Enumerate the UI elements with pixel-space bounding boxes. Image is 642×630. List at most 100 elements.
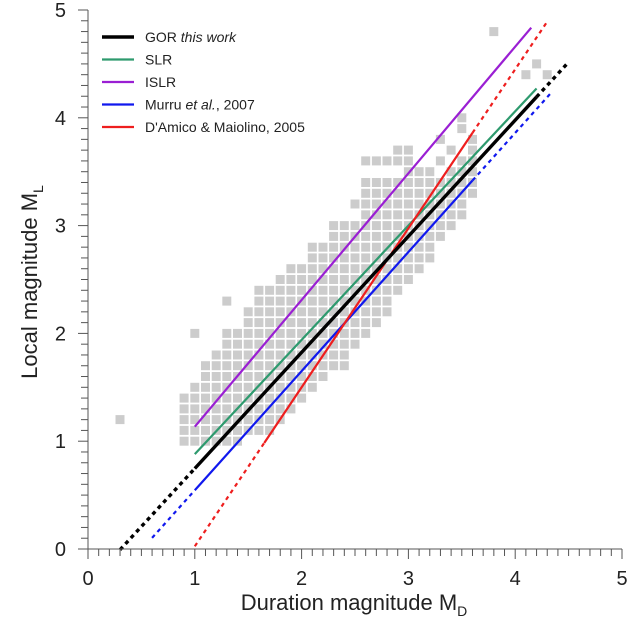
scatter-point xyxy=(307,339,317,349)
scatter-point xyxy=(275,285,285,295)
scatter-point xyxy=(542,70,552,80)
scatter-point xyxy=(275,275,285,284)
legend-label-part: Murru xyxy=(145,97,185,113)
scatter-point xyxy=(265,307,275,317)
x-axis-title: Duration magnitude MD xyxy=(241,590,468,619)
y-tick-label: 4 xyxy=(55,108,66,130)
scatter-point xyxy=(457,199,467,209)
scatter-point xyxy=(318,296,328,306)
scatter-point xyxy=(457,178,467,187)
x-axis-title-main: Duration magnitude M xyxy=(241,590,457,615)
scatter-point xyxy=(350,285,360,295)
scatter-point xyxy=(190,404,200,414)
scatter-point xyxy=(446,167,456,177)
scatter-point xyxy=(425,231,435,241)
scatter-point xyxy=(435,188,445,198)
scatter-point xyxy=(371,221,381,231)
scatter-point xyxy=(329,253,339,263)
scatter-point xyxy=(403,156,413,166)
scatter-point xyxy=(425,167,435,177)
scatter-point xyxy=(318,275,328,284)
scatter-point xyxy=(222,436,232,446)
scatter-point xyxy=(393,156,403,166)
scatter-point xyxy=(393,275,403,284)
scatter-point xyxy=(339,231,349,241)
scatter-point xyxy=(243,350,253,360)
scatter-point xyxy=(435,156,445,166)
scatter-point xyxy=(468,178,477,187)
scatter-point xyxy=(275,382,285,392)
scatter-point xyxy=(393,145,403,155)
scatter-point xyxy=(222,339,232,349)
x-tick-label: 1 xyxy=(189,568,200,590)
scatter-point xyxy=(414,264,424,274)
scatter-point xyxy=(329,318,339,328)
scatter-point xyxy=(233,339,242,349)
scatter-point xyxy=(265,404,275,414)
scatter-point xyxy=(350,199,360,209)
scatter-point xyxy=(286,393,296,403)
scatter-point xyxy=(190,425,200,435)
scatter-point xyxy=(286,372,296,381)
scatter-point xyxy=(339,264,349,274)
scatter-point xyxy=(307,382,317,392)
scatter-point xyxy=(115,415,125,425)
scatter-point xyxy=(329,350,339,360)
scatter-point xyxy=(414,167,424,177)
scatter-point xyxy=(318,253,328,263)
legend-label-italic: this work xyxy=(181,29,237,45)
scatter-point xyxy=(211,415,221,425)
scatter-point xyxy=(361,264,371,274)
scatter-point xyxy=(275,318,285,328)
scatter-point xyxy=(286,350,296,360)
scatter-point xyxy=(382,178,392,187)
scatter-point xyxy=(468,167,477,177)
scatter-point xyxy=(233,382,242,392)
scatter-point xyxy=(339,242,349,252)
scatter-point xyxy=(371,231,381,241)
scatter-point xyxy=(425,188,435,198)
scatter-point xyxy=(403,178,413,187)
scatter-point xyxy=(425,221,435,231)
series-extrapolation-murru xyxy=(151,489,196,539)
scatter-point xyxy=(371,242,381,252)
scatter-point xyxy=(254,372,264,381)
scatter-point xyxy=(222,425,232,435)
scatter-point xyxy=(201,361,210,371)
y-tick-label: 3 xyxy=(55,216,66,238)
scatter-point xyxy=(371,253,381,263)
scatter-point xyxy=(339,296,349,306)
scatter-point xyxy=(179,393,189,403)
scatter-point xyxy=(211,372,221,381)
scatter-point xyxy=(403,188,413,198)
scatter-point xyxy=(393,178,403,187)
scatter-point xyxy=(211,382,221,392)
scatter-point xyxy=(307,361,317,371)
scatter-point xyxy=(275,328,285,338)
scatter-point xyxy=(361,231,371,241)
scatter-point xyxy=(265,339,275,349)
scatter-point xyxy=(190,382,200,392)
scatter-point xyxy=(265,372,275,381)
scatter-point xyxy=(393,221,403,231)
legend-label-part: D'Amico & Maiolino, 2005 xyxy=(145,119,305,135)
scatter-point xyxy=(382,210,392,220)
scatter-point xyxy=(382,264,392,274)
scatter-point xyxy=(286,285,296,295)
scatter-point xyxy=(243,318,253,328)
scatter-point xyxy=(403,210,413,220)
scatter-point xyxy=(179,415,189,425)
scatter-point xyxy=(265,285,275,295)
scatter-point xyxy=(275,307,285,317)
scatter-point xyxy=(457,167,467,177)
scatter-point xyxy=(265,415,275,425)
scatter-point xyxy=(211,393,221,403)
scatter-point xyxy=(457,210,467,220)
legend-label-suffix: , 2007 xyxy=(216,97,255,113)
scatter-point xyxy=(318,307,328,317)
scatter-point xyxy=(318,328,328,338)
scatter-point xyxy=(179,404,189,414)
scatter-point xyxy=(286,339,296,349)
scatter-point xyxy=(297,275,307,284)
